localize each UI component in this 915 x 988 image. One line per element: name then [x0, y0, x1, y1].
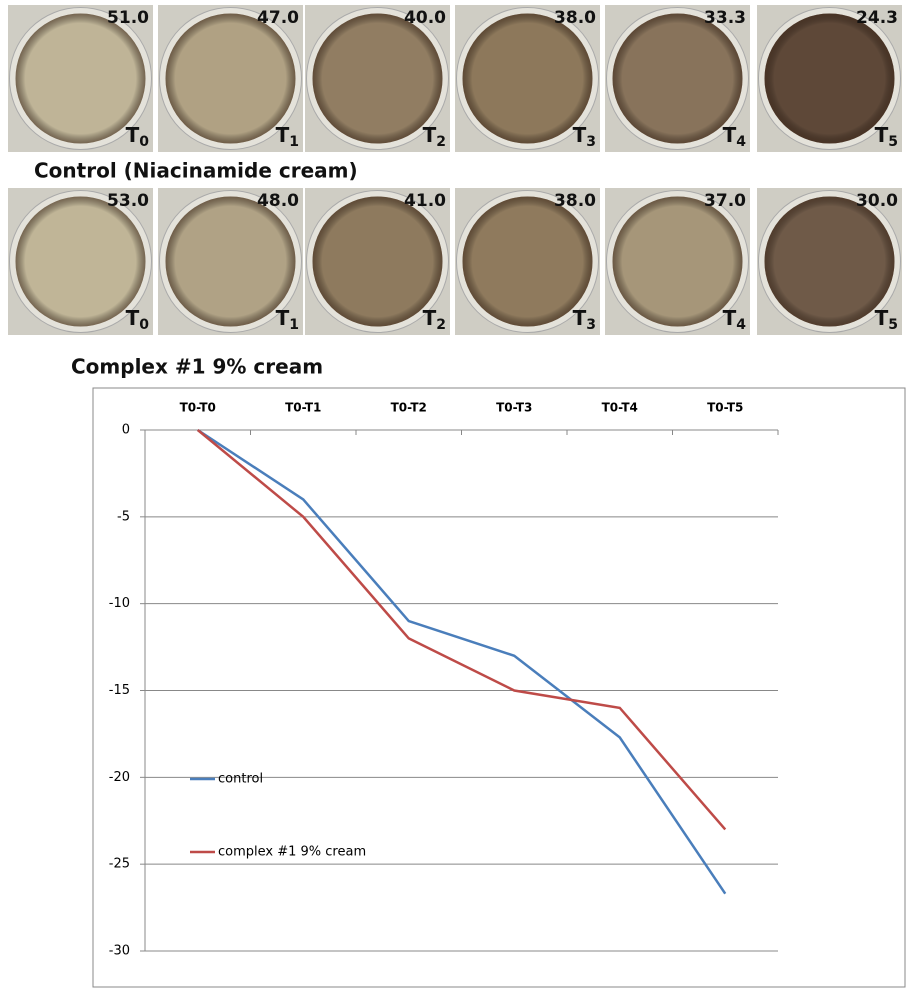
x-tick-label: T0-T4: [602, 401, 638, 415]
time-label: T5: [875, 306, 898, 334]
time-label: T1: [276, 306, 299, 334]
y-tick-label: -15: [109, 683, 130, 698]
dish-rim: [312, 196, 443, 327]
x-tick-label: T0-T3: [496, 401, 532, 415]
time-letter: T: [276, 306, 290, 330]
dish-value: 38.0: [554, 8, 596, 28]
y-tick-label: -20: [109, 770, 130, 785]
y-tick-label: -30: [109, 944, 130, 959]
y-tick-label: 0: [122, 423, 130, 438]
time-label: T2: [423, 306, 446, 334]
dish-value: 53.0: [107, 191, 149, 211]
dish-value: 41.0: [404, 191, 446, 211]
dish-value: 40.0: [404, 8, 446, 28]
time-sub: 2: [436, 317, 446, 333]
time-sub: 4: [736, 134, 746, 150]
time-letter: T: [573, 306, 587, 330]
time-sub: 1: [289, 134, 299, 150]
time-letter: T: [875, 306, 889, 330]
dish-rim: [15, 13, 146, 144]
time-label: T3: [573, 123, 596, 151]
time-sub: 3: [586, 317, 596, 333]
time-letter: T: [126, 123, 140, 147]
time-letter: T: [875, 123, 889, 147]
time-letter: T: [423, 123, 437, 147]
time-label: T3: [573, 306, 596, 334]
dish-value: 33.3: [704, 8, 746, 28]
time-label: T4: [723, 306, 747, 334]
dish-value: 38.0: [554, 191, 596, 211]
x-tick-label: T0-T5: [707, 401, 743, 415]
dish-value: 48.0: [257, 191, 299, 211]
dish-rim: [764, 196, 895, 327]
time-sub: 0: [139, 317, 149, 333]
time-sub: 3: [586, 134, 596, 150]
dish-rim: [462, 196, 593, 327]
time-label: T4: [723, 123, 747, 151]
dish-rim: [612, 196, 743, 327]
y-tick-label: -25: [109, 857, 130, 872]
dish-rim: [15, 196, 146, 327]
time-label: T0: [126, 306, 150, 334]
y-tick-label: -10: [109, 596, 130, 611]
dish-rim: [462, 13, 593, 144]
dish-rim: [612, 13, 743, 144]
time-sub: 1: [289, 317, 299, 333]
time-letter: T: [126, 306, 140, 330]
legend-label: control: [218, 772, 263, 787]
dish-value: 47.0: [257, 8, 299, 28]
row-caption: Complex #1 9% cream: [71, 355, 323, 379]
time-label: T0: [126, 123, 150, 151]
dish-value: 37.0: [704, 191, 746, 211]
time-letter: T: [723, 123, 737, 147]
legend-label: complex #1 9% cream: [218, 845, 366, 860]
dish-value: 24.3: [856, 8, 898, 28]
dish-value: 30.0: [856, 191, 898, 211]
chart-frame: [92, 387, 906, 988]
x-tick-label: T0-T1: [285, 401, 321, 415]
time-label: T2: [423, 123, 446, 151]
series-line: [196, 429, 727, 831]
dish-rim: [165, 13, 296, 144]
x-tick-label: T0-T2: [391, 401, 427, 415]
time-sub: 4: [736, 317, 746, 333]
time-letter: T: [276, 123, 290, 147]
time-letter: T: [573, 123, 587, 147]
time-sub: 0: [139, 134, 149, 150]
time-sub: 5: [888, 317, 898, 333]
dish-rim: [764, 13, 895, 144]
y-tick-label: -5: [117, 509, 130, 524]
time-letter: T: [423, 306, 437, 330]
x-tick-label: T0-T0: [180, 401, 216, 415]
series-line: [197, 428, 727, 895]
dish-rim: [312, 13, 443, 144]
time-sub: 5: [888, 134, 898, 150]
row-caption: Control (Niacinamide cream): [34, 159, 358, 183]
dish-rim: [165, 196, 296, 327]
dish-value: 51.0: [107, 8, 149, 28]
time-letter: T: [723, 306, 737, 330]
time-label: T1: [276, 123, 299, 151]
time-label: T5: [875, 123, 898, 151]
time-sub: 2: [436, 134, 446, 150]
